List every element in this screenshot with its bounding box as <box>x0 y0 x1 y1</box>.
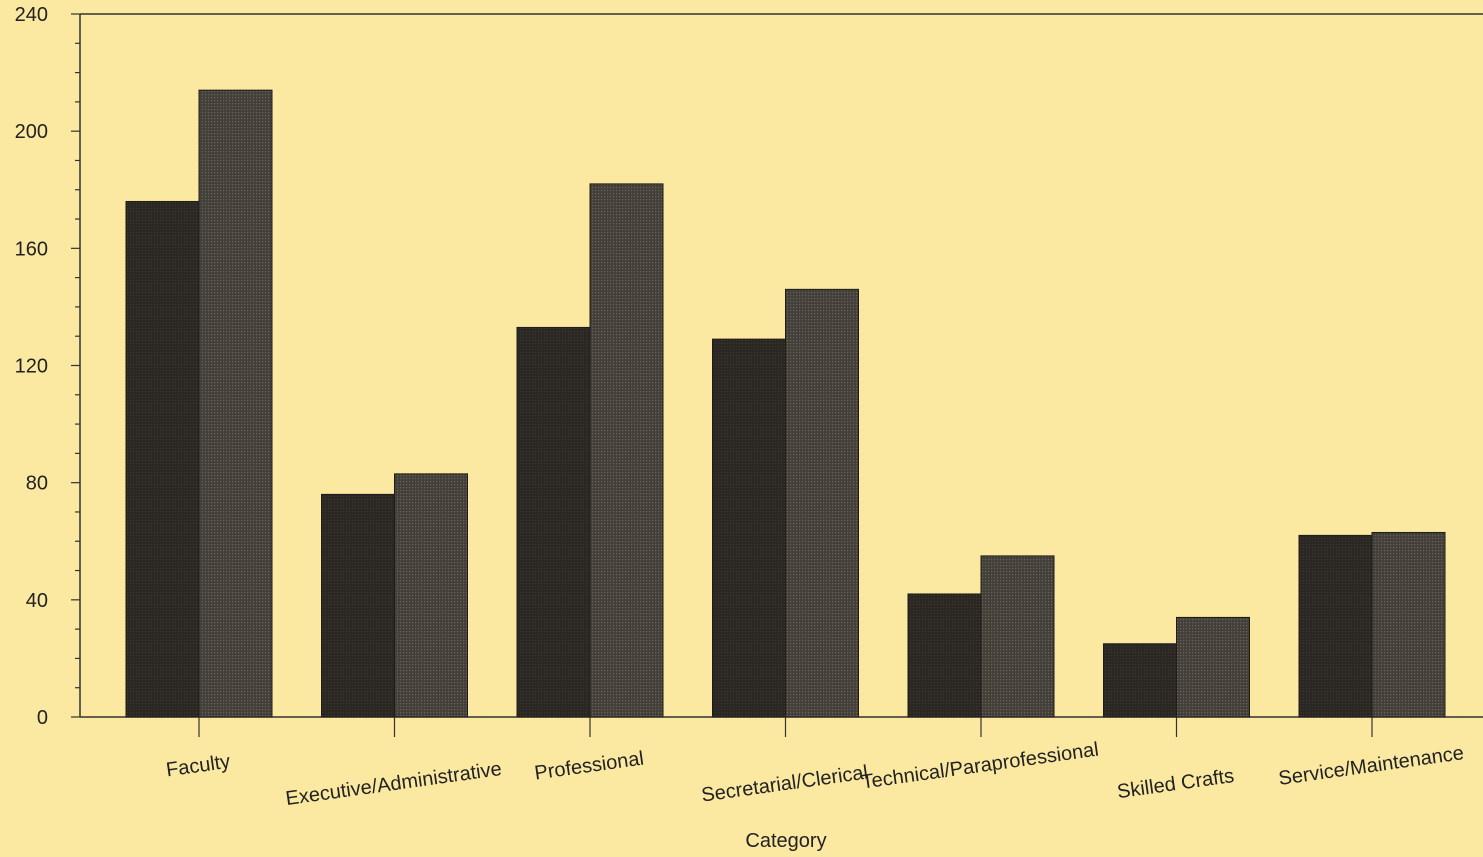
bar-series2 <box>394 473 468 718</box>
x-axis-title: Category <box>745 830 826 852</box>
bar-series1 <box>907 593 982 718</box>
bar-series2 <box>1371 531 1446 718</box>
x-tick-label: Technical/Paraprofessional <box>860 739 1100 794</box>
bar-series1 <box>1103 643 1177 718</box>
bar-series2 <box>198 89 273 718</box>
x-tick-label: Faculty <box>165 751 232 782</box>
y-tick-label: 200 <box>15 121 48 143</box>
y-tick-label: 240 <box>15 4 48 26</box>
y-tick-label: 80 <box>26 473 48 495</box>
y-tick-label: 0 <box>37 707 48 729</box>
bar-series1 <box>1298 534 1373 718</box>
y-tick-label: 120 <box>15 356 48 378</box>
y-tick-label: 40 <box>26 590 48 612</box>
x-tick-label: Skilled Crafts <box>1116 765 1236 803</box>
bar-series1 <box>321 493 395 718</box>
bar-series1 <box>516 326 591 718</box>
bar-series1 <box>712 338 786 718</box>
x-tick-label: Professional <box>533 748 645 785</box>
bar-series2 <box>785 288 859 718</box>
y-tick-label: 160 <box>15 238 48 260</box>
x-tick-label: Executive/Administrative <box>284 758 503 810</box>
bar-series2 <box>1176 616 1250 718</box>
bar-series2 <box>589 183 664 718</box>
bar-series1 <box>125 200 200 718</box>
x-tick-label: Service/Maintenance <box>1277 742 1465 790</box>
x-tick-label: Secretarial/Clerical <box>700 761 869 806</box>
bar-series2 <box>980 555 1055 718</box>
